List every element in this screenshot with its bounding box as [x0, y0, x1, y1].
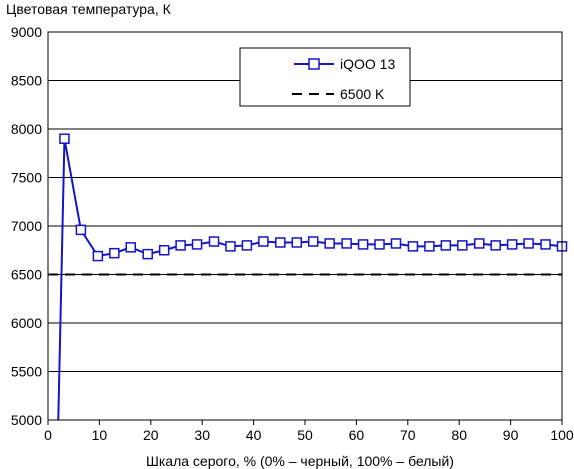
data-point-marker: [258, 236, 269, 247]
data-point-marker: [390, 238, 402, 249]
data-point-marker: [490, 240, 501, 251]
x-tick-label: 80: [451, 427, 467, 443]
x-tick-label: 0: [44, 427, 52, 443]
y-axis-ticks: 5000 5500 6000 6500 7000 7500 8000 8500 9000: [11, 24, 42, 428]
x-tick-label: 50: [297, 427, 313, 443]
data-point-marker: [241, 240, 253, 251]
data-point-marker: [523, 238, 534, 249]
x-tick-label: 70: [400, 427, 416, 443]
data-point-marker: [506, 239, 518, 250]
legend: iQOO 13 6500 K: [239, 47, 411, 107]
data-point-marker: [191, 239, 203, 250]
data-point-marker: [324, 238, 335, 249]
series-line-0: [57, 138, 563, 421]
data-point-marker: [540, 239, 551, 250]
x-tick-label: 100: [550, 427, 574, 443]
data-point-marker: [75, 224, 87, 236]
x-axis-ticks: 0 10 20 30 40 50 60 70 80 90 100: [44, 420, 574, 443]
data-point-marker: [407, 241, 419, 252]
data-point-marker: [291, 237, 303, 248]
y-tick-label: 8000: [11, 121, 42, 137]
data-point-marker: [275, 237, 286, 248]
legend-marker-iqoo13: [308, 58, 320, 70]
y-tick-label: 9000: [11, 24, 42, 40]
y-tick-label: 7500: [11, 170, 42, 186]
x-tick-label: 90: [503, 427, 519, 443]
data-point-marker: [59, 133, 70, 144]
x-axis-label: Шкала серого, % (0% – черный, 100% – бел…: [146, 453, 454, 469]
y-tick-label: 6000: [11, 315, 42, 331]
series-layer: [48, 133, 568, 421]
x-tick-label: 60: [349, 427, 365, 443]
y-tick-label: 6500: [11, 267, 42, 283]
y-tick-label: 8500: [11, 73, 42, 89]
data-point-marker: [225, 241, 236, 252]
data-point-marker: [307, 236, 319, 247]
y-tick-label: 7000: [11, 218, 42, 234]
chart-title: Цветовая температура, К: [6, 1, 172, 17]
x-tick-label: 40: [246, 427, 262, 443]
x-tick-label: 20: [143, 427, 159, 443]
y-tick-label: 5000: [11, 412, 42, 428]
legend-label-6500k: 6500 K: [340, 86, 385, 102]
data-point-marker: [357, 239, 369, 250]
data-point-marker: [374, 239, 385, 250]
data-point-marker: [142, 248, 153, 260]
legend-box: [239, 47, 411, 107]
data-point-marker: [109, 247, 120, 259]
data-point-marker: [473, 238, 485, 249]
data-point-marker: [440, 240, 452, 251]
data-point-marker: [158, 245, 170, 256]
data-point-marker: [457, 240, 468, 251]
data-point-marker: [175, 240, 186, 251]
data-point-marker: [125, 242, 137, 253]
plot-frame: [47, 31, 563, 421]
data-point-marker: [92, 250, 104, 262]
legend-label-iqoo13: iQOO 13: [340, 56, 395, 72]
data-point-marker: [341, 238, 352, 249]
x-tick-label: 30: [194, 427, 210, 443]
data-point-marker: [208, 236, 220, 247]
x-tick-label: 10: [92, 427, 108, 443]
data-point-marker: [424, 241, 435, 252]
y-tick-label: 5500: [11, 364, 42, 380]
